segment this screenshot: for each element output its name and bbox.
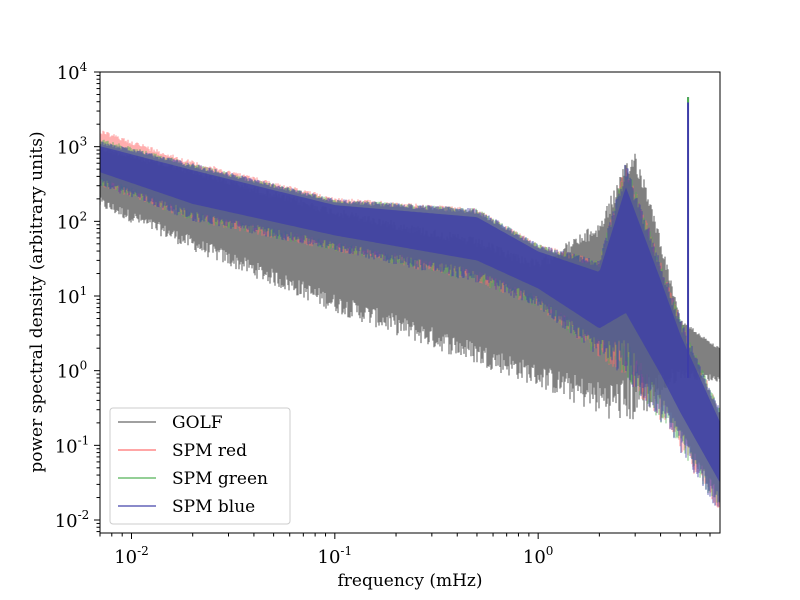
- x-axis: 10-2 10-1 100: [99, 533, 711, 568]
- y-tick-label: 10-2: [55, 508, 90, 532]
- legend-label: SPM green: [172, 469, 268, 489]
- y-tick-label: 103: [57, 135, 88, 159]
- y-tick-label: 100: [57, 359, 88, 383]
- y-tick-label: 10-1: [55, 433, 90, 457]
- legend-label: GOLF: [172, 413, 223, 433]
- legend-label: SPM blue: [172, 497, 255, 517]
- x-tick-label: 100: [523, 544, 554, 568]
- y-axis-label: power spectral density (arbitrary units): [27, 131, 47, 472]
- x-tick-label: 10-2: [114, 544, 149, 568]
- legend-entry: SPM red: [118, 441, 247, 461]
- axes-frame: [99, 71, 721, 534]
- legend-entry: SPM blue: [118, 497, 255, 517]
- legend-box: [109, 407, 291, 525]
- legend-label: SPM red: [172, 441, 247, 461]
- y-axis: 10-2 10-1 100 101 102 103 104: [55, 60, 100, 533]
- legend-entry: GOLF: [118, 413, 223, 433]
- y-tick-label: 104: [57, 60, 88, 84]
- spm-blue-core: [100, 146, 720, 483]
- x-axis-label: frequency (mHz): [337, 571, 482, 591]
- x-tick-label: 10-1: [318, 544, 353, 568]
- legend-entry: SPM green: [118, 469, 268, 489]
- series-layer: [100, 97, 720, 508]
- y-tick-label: 102: [57, 209, 88, 233]
- legend: GOLF SPM red SPM green SPM blue: [109, 407, 291, 525]
- y-tick-label: 101: [57, 284, 88, 308]
